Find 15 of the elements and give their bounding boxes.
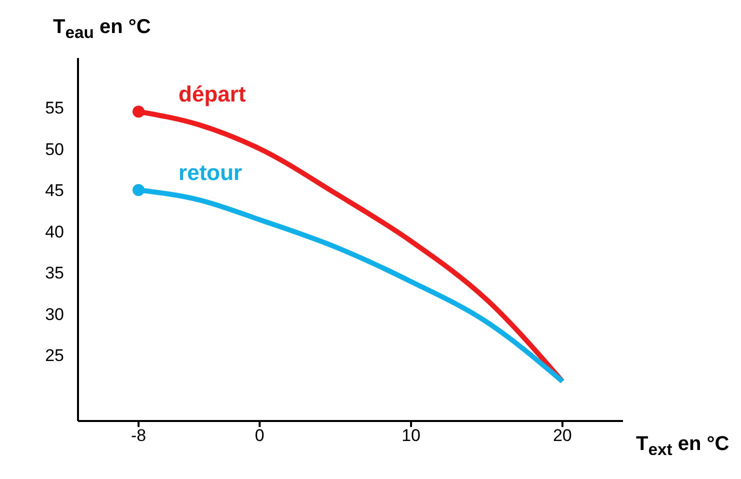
series-label: départ (178, 82, 246, 107)
x-tick-label: 0 (254, 426, 264, 446)
y-tick-label: 35 (45, 264, 64, 283)
x-tick-label: 20 (552, 426, 572, 446)
y-tick-label: 30 (45, 304, 64, 324)
y-axis-title: T$_{eau}$ en °C (53, 16, 151, 43)
y-tick-label: 50 (45, 140, 64, 159)
y-tick-label: 45 (45, 181, 64, 200)
y-tick-label: 40 (45, 222, 64, 242)
y-tick-label: 55 (45, 98, 64, 118)
x-tick-label: 10 (402, 426, 421, 446)
x-tick-label: -8 (130, 426, 146, 446)
y-tick-label: 25 (45, 346, 64, 366)
x-axis-title: T$_{ext}$ en °C (636, 433, 730, 460)
series-label: retour (178, 160, 243, 185)
